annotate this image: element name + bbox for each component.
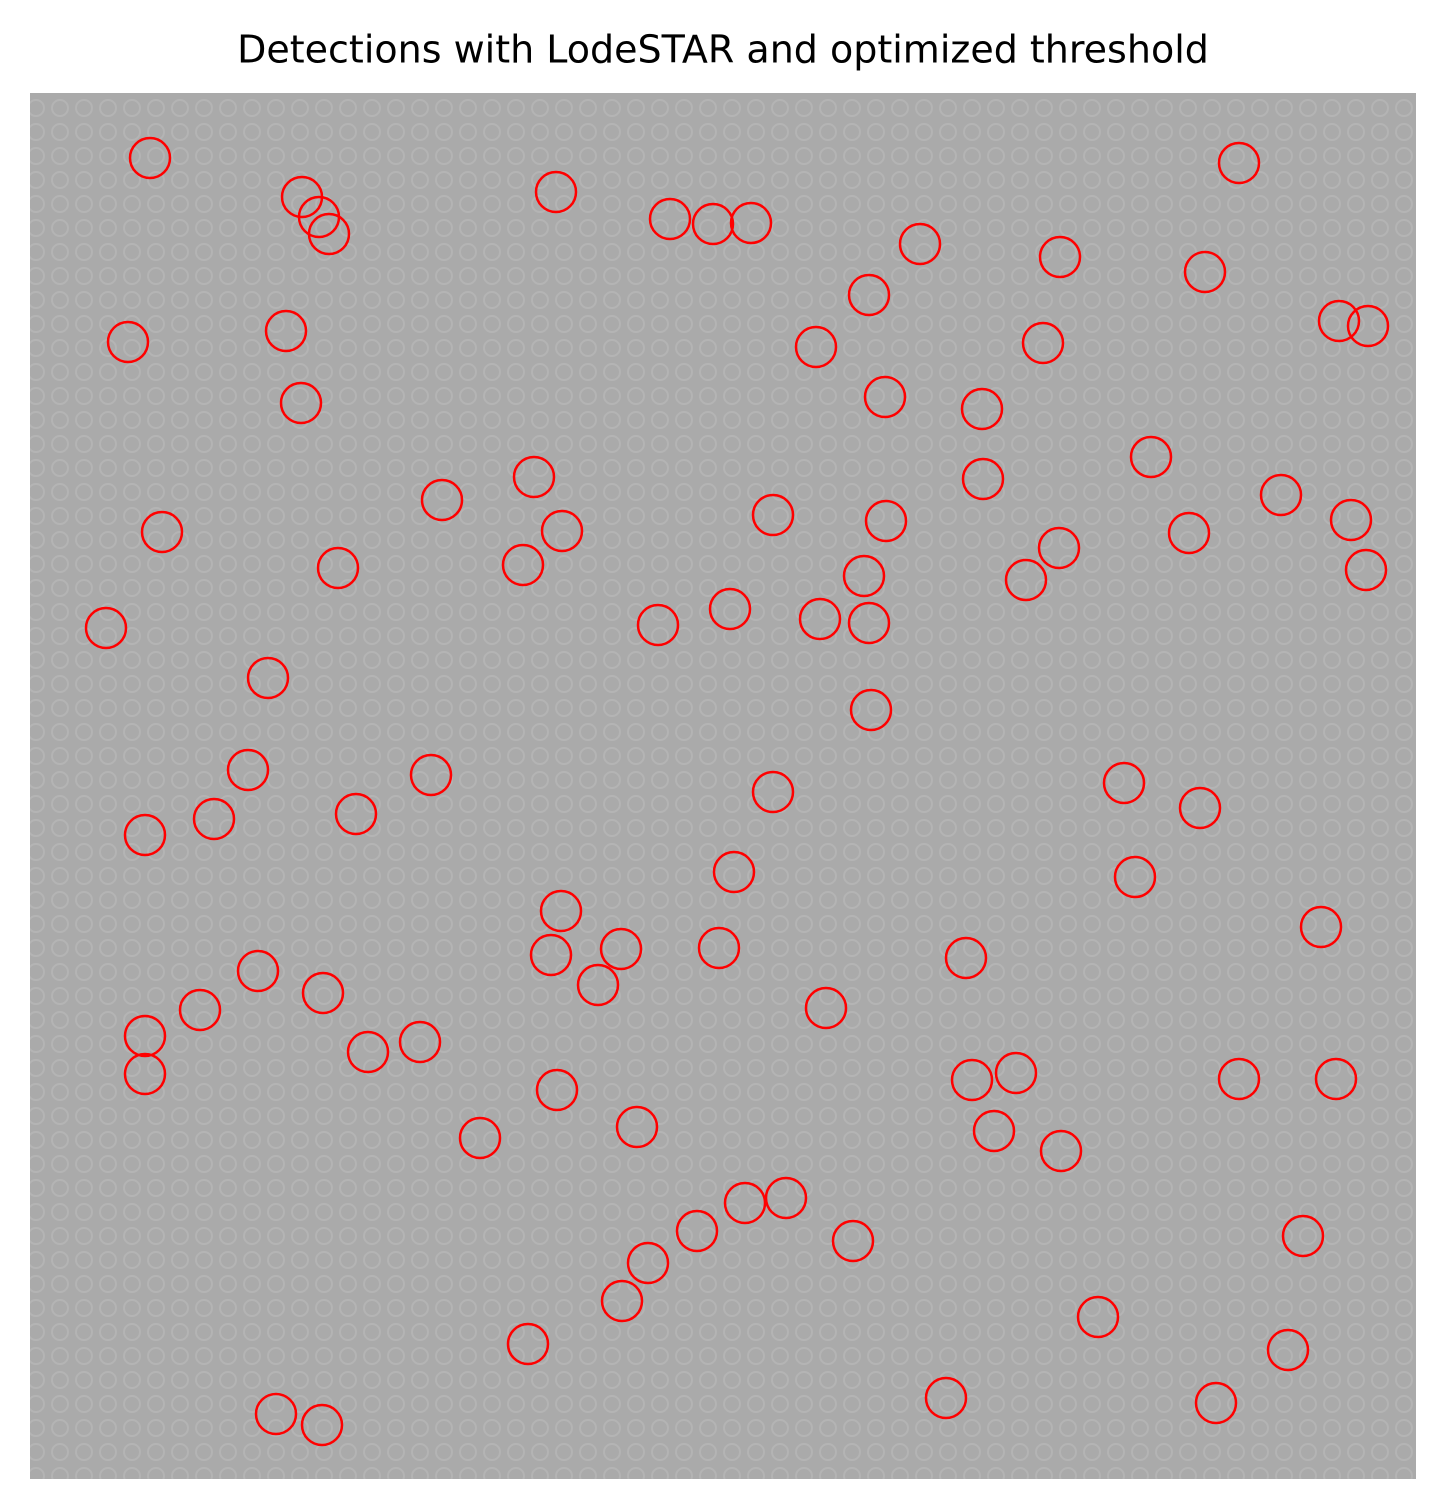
detection-circle <box>960 387 1004 431</box>
detection-circle <box>600 1279 644 1323</box>
detection-circle <box>648 197 692 241</box>
detection-circle <box>847 273 891 317</box>
detection-circle <box>529 933 573 977</box>
detection-circle <box>1317 299 1361 343</box>
detection-circle <box>1314 1057 1358 1101</box>
detection-circle <box>675 1209 719 1253</box>
detection-circle <box>1039 1129 1083 1173</box>
detection-circle <box>1266 1328 1310 1372</box>
detection-circle <box>798 597 842 641</box>
detection-circle <box>615 1105 659 1149</box>
detection-circle <box>398 1020 442 1064</box>
detection-circle <box>334 792 378 836</box>
detection-circle <box>279 381 323 425</box>
detection-circle <box>316 546 360 590</box>
detection-circle <box>1299 905 1343 949</box>
detection-circle <box>1037 526 1081 570</box>
detection-circle <box>697 926 741 970</box>
detection-circle <box>1259 473 1303 517</box>
detection-circle <box>1178 786 1222 830</box>
detection-circle <box>1346 304 1390 348</box>
detection-circle <box>246 656 290 700</box>
detection-circle <box>346 1030 390 1074</box>
detection-circle <box>140 510 184 554</box>
detection-circle <box>128 136 172 180</box>
detection-circle <box>576 963 620 1007</box>
detection-circle <box>764 1176 808 1220</box>
detection-circle <box>300 1403 344 1447</box>
detection-circle <box>1217 1057 1261 1101</box>
detection-circle <box>924 1376 968 1420</box>
detection-circle <box>831 1219 875 1263</box>
detection-circle <box>535 1068 579 1112</box>
detection-circle <box>1102 761 1146 805</box>
detection-circle <box>512 455 556 499</box>
detection-circle <box>950 1058 994 1102</box>
detection-circle <box>972 1109 1016 1153</box>
detection-circle <box>1281 1214 1325 1258</box>
detection-circle <box>1329 498 1373 542</box>
detection-circle <box>849 688 893 732</box>
detection-circle <box>501 543 545 587</box>
detection-circle <box>540 509 584 553</box>
detection-circle <box>691 202 735 246</box>
detection-circle <box>1167 511 1211 555</box>
detection-circle <box>420 478 464 522</box>
detection-circle <box>192 797 236 841</box>
detection-circle <box>712 850 756 894</box>
detection-circle <box>636 603 680 647</box>
detection-circle <box>994 1051 1038 1095</box>
detection-circle <box>458 1116 502 1160</box>
detection-circle <box>236 949 280 993</box>
detection-circle <box>264 309 308 353</box>
detection-circle <box>123 1052 167 1096</box>
detection-circle <box>307 212 351 256</box>
detection-circle <box>1038 235 1082 279</box>
detection-circle <box>226 748 270 792</box>
detection-circle <box>944 936 988 980</box>
detection-circle <box>539 889 583 933</box>
detection-circle <box>1076 1295 1120 1339</box>
detection-circle <box>1004 558 1048 602</box>
detection-circle <box>254 1392 298 1436</box>
detection-circle <box>1021 321 1065 365</box>
detection-circle <box>751 770 795 814</box>
detection-circle <box>1129 435 1173 479</box>
detection-circle <box>898 222 942 266</box>
detection-circle <box>301 971 345 1015</box>
detection-circle <box>708 587 752 631</box>
detection-circle <box>1183 250 1227 294</box>
detection-circle <box>863 375 907 419</box>
detection-circle <box>1344 548 1388 592</box>
detection-circle <box>1194 1381 1238 1425</box>
detection-circle <box>751 493 795 537</box>
detection-circle <box>1113 855 1157 899</box>
detection-circle <box>842 554 886 598</box>
detection-circle <box>864 499 908 543</box>
detection-circle <box>599 927 643 971</box>
detection-circle <box>961 457 1005 501</box>
detection-circle <box>534 170 578 214</box>
detection-circle <box>1217 141 1261 185</box>
detection-circle <box>123 1014 167 1058</box>
detection-circle <box>506 1322 550 1366</box>
detection-circle <box>409 753 453 797</box>
detection-circle <box>794 325 838 369</box>
detection-circle <box>804 986 848 1030</box>
detection-circle <box>84 606 128 650</box>
detection-circle <box>723 1181 767 1225</box>
detection-circle <box>626 1241 670 1285</box>
detection-circle <box>847 601 891 645</box>
detection-circle <box>106 320 150 364</box>
chart-title: Detections with LodeSTAR and optimized t… <box>237 28 1209 72</box>
detection-circle <box>178 988 222 1032</box>
detection-circle <box>729 201 773 245</box>
detection-circle <box>123 813 167 857</box>
